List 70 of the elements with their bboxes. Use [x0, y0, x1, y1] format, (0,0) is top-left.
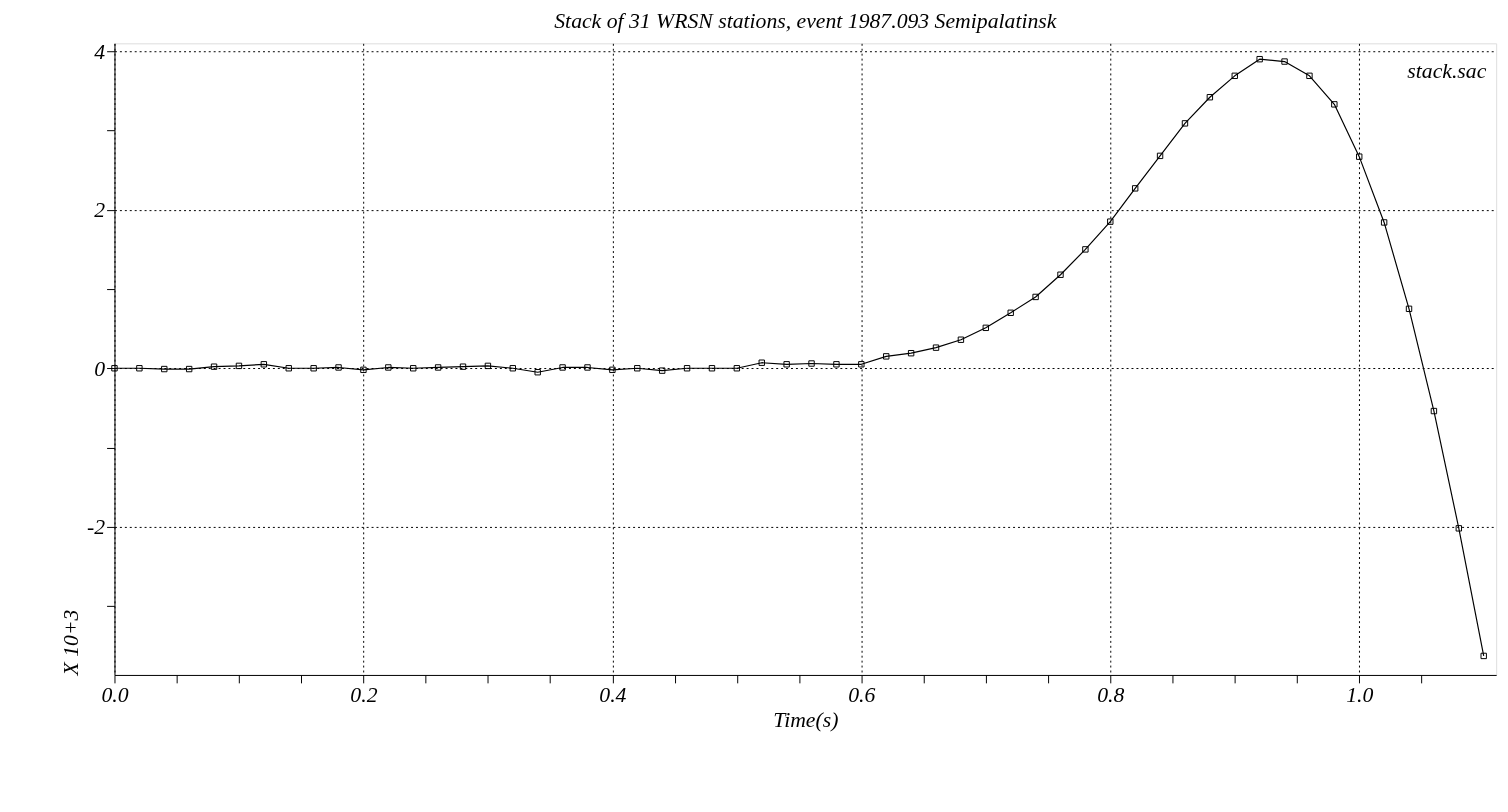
point — [733, 365, 741, 372]
point — [185, 365, 193, 373]
point — [658, 367, 666, 374]
y-axis-title: X 10+3 — [59, 609, 84, 677]
point — [833, 361, 840, 368]
x-tick-label: 1.0 — [1346, 683, 1374, 708]
chart-title: Stack of 31 WRSN stations, event 1987.093 Semipalatinsk — [554, 8, 1057, 33]
y-tick-label: 2 — [94, 198, 106, 223]
point — [1306, 72, 1313, 80]
point — [982, 324, 990, 332]
point — [260, 361, 268, 368]
point — [235, 362, 243, 370]
point — [1331, 101, 1338, 108]
x-axis-title: Time(s) — [773, 707, 839, 732]
x-tick-label: 0.8 — [1097, 683, 1125, 708]
point — [1156, 152, 1164, 160]
point — [1231, 72, 1238, 80]
point — [1131, 185, 1139, 192]
point — [1057, 271, 1064, 278]
point — [136, 365, 143, 372]
point — [434, 364, 442, 371]
point — [858, 361, 865, 368]
point — [883, 353, 890, 360]
point — [1032, 293, 1039, 301]
y-tick-label: 4 — [94, 39, 106, 64]
point — [1281, 58, 1288, 65]
point — [1430, 407, 1438, 415]
x-tick-label: 0.4 — [599, 683, 627, 708]
point — [1181, 120, 1189, 127]
point — [285, 365, 292, 372]
point — [1256, 55, 1263, 63]
point — [708, 365, 716, 372]
point — [484, 362, 492, 370]
point — [1007, 309, 1014, 316]
point — [957, 336, 965, 343]
point — [907, 350, 915, 357]
point — [559, 364, 566, 371]
point — [385, 364, 392, 371]
point — [360, 366, 367, 374]
point — [1082, 246, 1089, 253]
annotation: stack.sac — [1407, 58, 1487, 83]
point — [783, 361, 790, 368]
point — [161, 365, 168, 373]
x-tick-label: 0.2 — [350, 683, 378, 708]
point — [932, 344, 940, 351]
point — [808, 360, 815, 367]
point — [1405, 305, 1413, 313]
point — [683, 365, 691, 372]
point — [509, 365, 516, 372]
x-tick-label: 0.0 — [101, 683, 129, 708]
point — [1206, 94, 1214, 101]
point — [111, 365, 118, 372]
point — [1107, 218, 1114, 225]
point — [310, 365, 317, 372]
point — [1380, 219, 1388, 226]
x-tick-label: 0.6 — [848, 683, 876, 708]
point — [210, 363, 218, 370]
y-tick-label: -2 — [87, 515, 106, 540]
point — [1480, 652, 1487, 660]
point — [335, 364, 342, 371]
point — [534, 369, 541, 376]
point — [410, 365, 417, 372]
point — [1455, 525, 1463, 532]
point — [584, 364, 591, 371]
point — [634, 365, 641, 372]
y-tick-label: 0 — [94, 356, 106, 381]
point — [459, 363, 467, 370]
point — [1356, 153, 1363, 160]
point — [758, 359, 765, 366]
point — [609, 366, 616, 374]
